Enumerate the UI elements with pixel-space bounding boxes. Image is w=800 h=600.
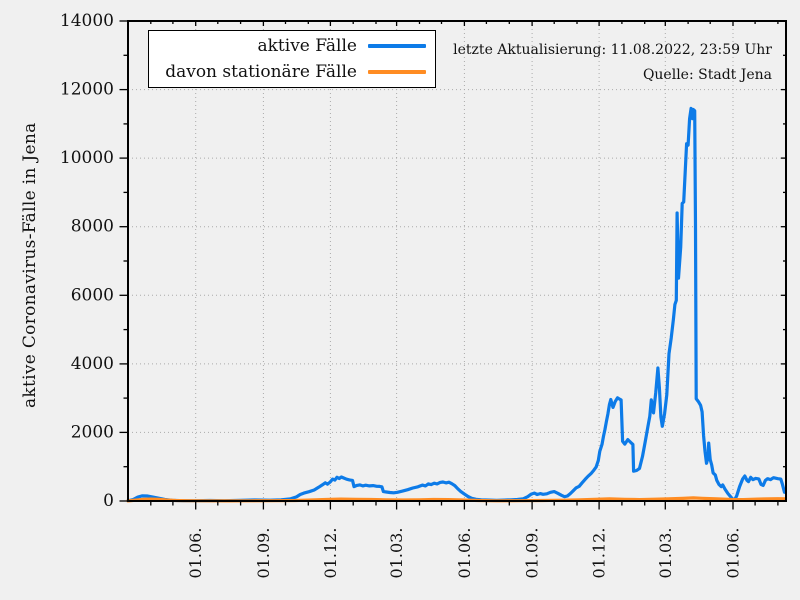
x-tick-labels: 01.06. 01.09. 01.12. 01.03. 01.06. 01.09. 01.1… bbox=[186, 528, 742, 579]
x-axis-ticks bbox=[150, 21, 779, 510]
plot-border bbox=[127, 20, 787, 502]
y-tick-labels: 0 2000 4000 6000 8000 10000 12000 14000 bbox=[60, 11, 114, 511]
svg-text:0: 0 bbox=[103, 491, 114, 511]
svg-text:10000: 10000 bbox=[60, 148, 114, 168]
svg-text:12000: 12000 bbox=[60, 80, 114, 100]
legend-entry-stationaere-faelle: davon stationäre Fälle bbox=[155, 59, 426, 85]
svg-text:14000: 14000 bbox=[60, 11, 114, 31]
legend: aktive Fälle davon stationäre Fälle bbox=[148, 30, 436, 88]
svg-text:01.06.: 01.06. bbox=[455, 528, 474, 579]
svg-text:01.06.: 01.06. bbox=[186, 528, 205, 579]
y-axis-ticks bbox=[119, 20, 786, 502]
legend-label-aktive-faelle: aktive Fälle bbox=[257, 36, 358, 56]
legend-label-stationaere-faelle: davon stationäre Fälle bbox=[165, 62, 357, 82]
annotation-block: letzte Aktualisierung: 11.08.2022, 23:59… bbox=[453, 38, 772, 88]
y-axis-title: aktive Coronavirus-Fälle in Jena bbox=[20, 122, 40, 408]
svg-text:01.03.: 01.03. bbox=[387, 528, 406, 579]
svg-text:01.12.: 01.12. bbox=[321, 528, 340, 579]
svg-text:01.03.: 01.03. bbox=[656, 528, 675, 579]
svg-text:4000: 4000 bbox=[71, 354, 114, 374]
legend-line-swatch-orange bbox=[368, 70, 426, 74]
annotation-source: Quelle: Stadt Jena bbox=[642, 67, 772, 83]
legend-entry-aktive-faelle: aktive Fälle bbox=[155, 33, 426, 59]
series-line-aktive-faelle bbox=[126, 106, 787, 503]
svg-text:8000: 8000 bbox=[71, 217, 114, 237]
svg-text:01.06.: 01.06. bbox=[724, 528, 743, 579]
svg-text:01.09.: 01.09. bbox=[254, 528, 273, 579]
svg-text:2000: 2000 bbox=[71, 422, 114, 442]
svg-text:01.09.: 01.09. bbox=[523, 528, 542, 579]
legend-line-swatch-blue bbox=[368, 44, 426, 48]
svg-text:6000: 6000 bbox=[71, 285, 114, 305]
svg-text:01.12.: 01.12. bbox=[590, 528, 609, 579]
grid bbox=[128, 21, 786, 501]
annotation-last-update: letzte Aktualisierung: 11.08.2022, 23:59… bbox=[453, 42, 772, 58]
